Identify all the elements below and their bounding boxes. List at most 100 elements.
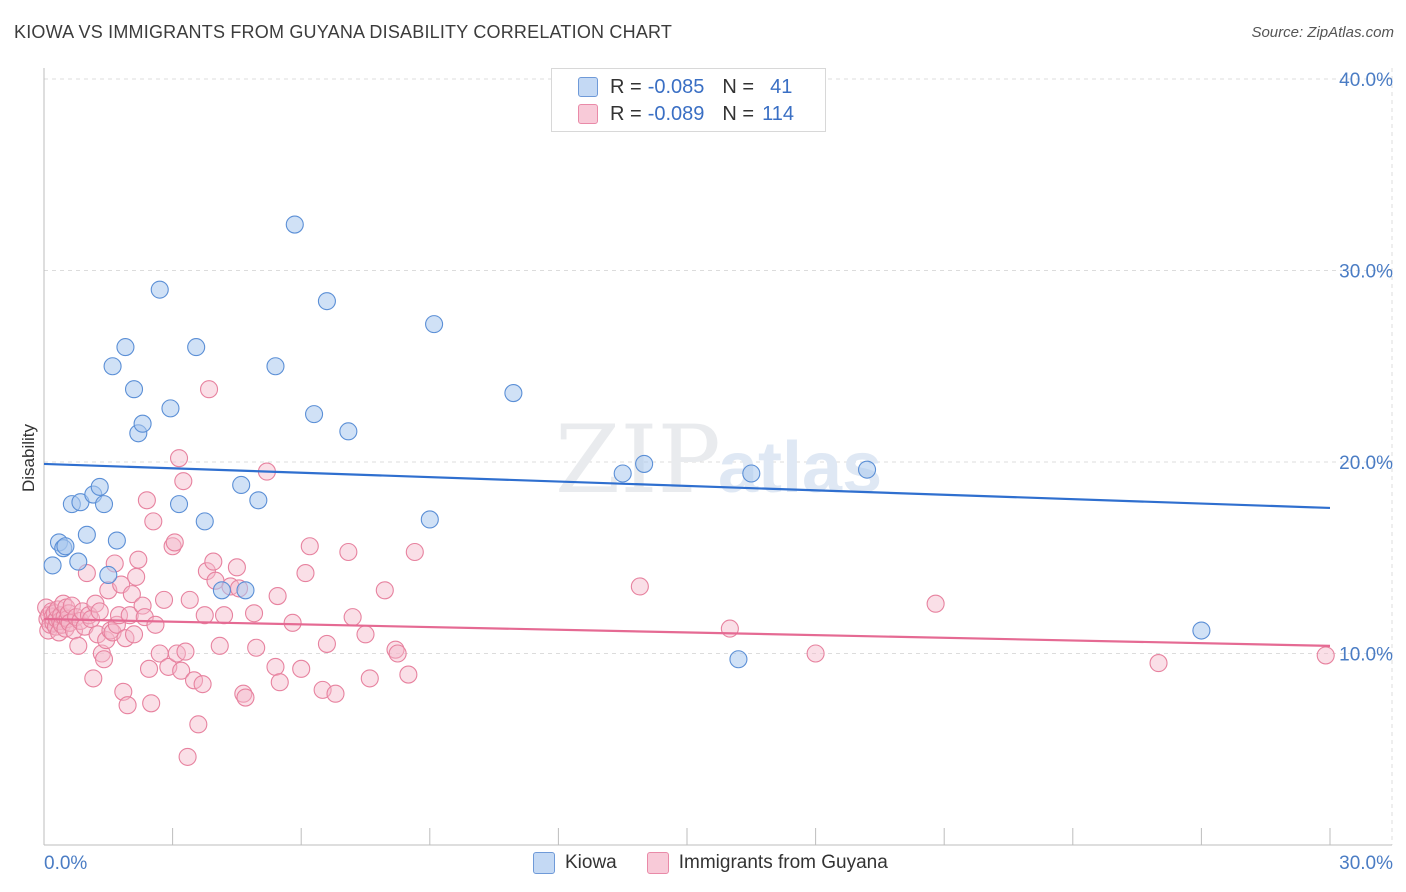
- legend-n-value: 41: [770, 76, 792, 99]
- kiowa-point: [237, 582, 254, 599]
- guyana-point: [156, 591, 173, 608]
- guyana-point: [807, 645, 824, 662]
- correlation-legend: R = -0.085 N = 41 R = -0.089 N = 114: [551, 68, 826, 132]
- guyana-point: [128, 568, 145, 585]
- guyana-point: [361, 670, 378, 687]
- legend-r-label: R =: [610, 103, 642, 126]
- guyana-point: [196, 607, 213, 624]
- kiowa-point: [859, 461, 876, 478]
- kiowa-point: [743, 465, 760, 482]
- guyana-point: [927, 595, 944, 612]
- legend-r-value: -0.089: [648, 103, 705, 126]
- kiowa-point: [57, 538, 74, 555]
- guyana-point: [141, 660, 158, 677]
- y-tick-label: 30.0%: [1339, 262, 1393, 283]
- guyana-point: [400, 666, 417, 683]
- y-tick-label: 10.0%: [1339, 645, 1393, 666]
- guyana-point: [248, 639, 265, 656]
- guyana-point: [344, 609, 361, 626]
- kiowa-point: [505, 385, 522, 402]
- legend-n-label: N =: [722, 76, 754, 99]
- y-tick-label: 20.0%: [1339, 453, 1393, 474]
- guyana-point: [340, 544, 357, 561]
- guyana-point: [216, 607, 233, 624]
- kiowa-point: [426, 316, 443, 333]
- kiowa-point: [267, 358, 284, 375]
- kiowa-point: [318, 293, 335, 310]
- y-axis-label: Disability: [19, 423, 38, 492]
- kiowa-point: [1193, 622, 1210, 639]
- legend-n-value: 114: [762, 103, 794, 126]
- guyana-point: [201, 381, 218, 398]
- kiowa-point: [134, 415, 151, 432]
- guyana-point: [1317, 647, 1334, 664]
- kiowa-point: [91, 478, 108, 495]
- kiowa-point: [117, 339, 134, 356]
- legend-item-guyana: Immigrants from Guyana: [647, 852, 888, 874]
- guyana-point: [211, 637, 228, 654]
- kiowa-legend-swatch: [533, 852, 555, 874]
- legend-row-kiowa: R = -0.085 N = 41: [578, 75, 792, 99]
- guyana-point: [171, 450, 188, 467]
- kiowa-point: [286, 216, 303, 233]
- guyana-point: [1150, 655, 1167, 672]
- guyana-point: [327, 685, 344, 702]
- guyana-point: [138, 492, 155, 509]
- watermark-atlas: atlas: [718, 428, 882, 508]
- kiowa-legend-label: Kiowa: [565, 852, 617, 874]
- kiowa-point: [196, 513, 213, 530]
- guyana-point: [147, 616, 164, 633]
- guyana-point: [297, 565, 314, 582]
- guyana-point: [267, 658, 284, 675]
- kiowa-point: [108, 532, 125, 549]
- guyana-point: [190, 716, 207, 733]
- guyana-point: [357, 626, 374, 643]
- guyana-swatch: [578, 104, 598, 124]
- kiowa-swatch: [578, 77, 598, 97]
- guyana-point: [269, 588, 286, 605]
- x-tick-label-start: 0.0%: [44, 853, 87, 874]
- kiowa-point: [70, 553, 87, 570]
- guyana-point: [721, 620, 738, 637]
- guyana-point: [293, 660, 310, 677]
- guyana-point: [119, 697, 136, 714]
- legend-row-guyana: R = -0.089 N = 114: [578, 102, 794, 126]
- guyana-point: [406, 544, 423, 561]
- kiowa-point: [188, 339, 205, 356]
- x-tick-label-end: 30.0%: [1339, 853, 1393, 874]
- y-tick-label: 40.0%: [1339, 70, 1393, 91]
- kiowa-point: [100, 566, 117, 583]
- guyana-legend-label: Immigrants from Guyana: [679, 852, 888, 874]
- guyana-point: [85, 670, 102, 687]
- kiowa-point: [421, 511, 438, 528]
- scatter-chart: ZIP atlas 10.0%20.0%30.0%40.0%0.0% 30.0% …: [0, 0, 1406, 892]
- legend-item-kiowa: Kiowa: [533, 852, 617, 874]
- guyana-point: [143, 695, 160, 712]
- guyana-point: [205, 553, 222, 570]
- kiowa-point: [306, 406, 323, 423]
- kiowa-point: [250, 492, 267, 509]
- guyana-point: [194, 676, 211, 693]
- kiowa-point: [162, 400, 179, 417]
- guyana-point: [70, 637, 87, 654]
- legend-n-label: N =: [722, 103, 754, 126]
- kiowa-point: [340, 423, 357, 440]
- guyana-point: [126, 626, 143, 643]
- guyana-point: [166, 534, 183, 551]
- guyana-point: [301, 538, 318, 555]
- guyana-point: [284, 614, 301, 631]
- guyana-point: [228, 559, 245, 576]
- guyana-point: [237, 689, 254, 706]
- guyana-point: [376, 582, 393, 599]
- guyana-point: [145, 513, 162, 530]
- guyana-point: [318, 635, 335, 652]
- series-legend: Kiowa Immigrants from Guyana: [533, 852, 918, 874]
- guyana-point: [246, 605, 263, 622]
- kiowa-point: [104, 358, 121, 375]
- legend-r-value: -0.085: [648, 76, 705, 99]
- guyana-point: [271, 674, 288, 691]
- kiowa-point: [171, 496, 188, 513]
- kiowa-point: [44, 557, 61, 574]
- guyana-point: [177, 643, 194, 660]
- guyana-point: [181, 591, 198, 608]
